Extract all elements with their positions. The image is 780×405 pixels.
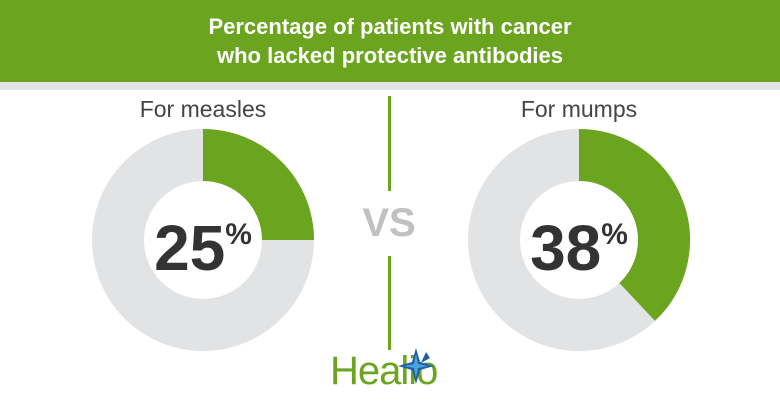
measles-value: 25%: [83, 200, 323, 301]
header-title-line-1: Percentage of patients with cancer: [208, 14, 572, 39]
divider-bottom: [388, 256, 391, 350]
header-rule: [0, 82, 780, 90]
mumps-value: 38%: [459, 200, 699, 301]
divider-top: [388, 96, 391, 191]
header-title-line-2: who lacked protective antibodies: [217, 43, 563, 68]
mumps-value-number: 38: [530, 212, 602, 284]
healio-logo: Healio: [330, 345, 438, 397]
logo-text: Healio: [330, 348, 438, 393]
mumps-donut-chart: [468, 129, 690, 351]
mumps-chart-label: For mumps: [520, 96, 638, 122]
mumps-donut-slice: [578, 129, 690, 321]
measles-value-number: 25: [154, 212, 226, 284]
measles-chart-label: For measles: [139, 96, 267, 122]
header-banner: Percentage of patients with cancer who l…: [0, 0, 780, 82]
measles-donut-slice: [201, 129, 314, 242]
mumps-value-unit: %: [601, 218, 628, 251]
star-burst-icon: [398, 348, 434, 384]
vs-label: VS: [362, 201, 416, 245]
measles-donut-chart: [92, 129, 314, 351]
measles-value-unit: %: [225, 218, 252, 251]
